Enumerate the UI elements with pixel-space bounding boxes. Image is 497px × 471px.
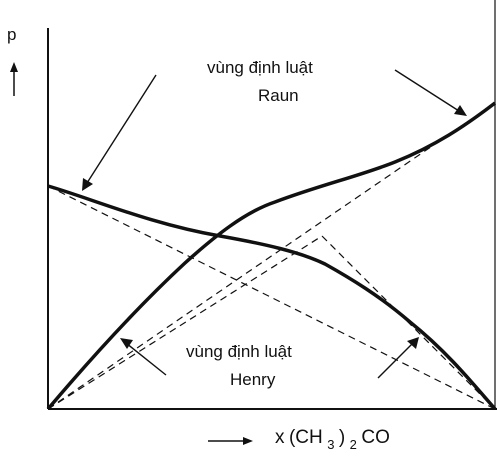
x-axis-label: x (CH 3 ) 2 CO: [275, 427, 390, 453]
raoult-region-label-line-1: vùng định luật: [207, 58, 313, 77]
x-axis-label-suffix: CO: [361, 427, 390, 448]
henry-region-label-line-1: vùng định luật: [186, 342, 292, 361]
y-axis-label: p: [7, 25, 16, 44]
henry-region-label-line-2: Henry: [230, 370, 276, 389]
raoult-region-label-line-2: Raun: [258, 86, 299, 105]
henry-arrow-right-shaft: [377, 342, 414, 379]
acetone-pressure-curve: [46, 101, 497, 411]
dashed-line-raoult-b: [47, 102, 496, 410]
x-axis-label-subscript-4: 2: [350, 437, 357, 452]
raoult-arrow-left-head: [82, 178, 93, 191]
x-axis-label-subscript-3: ): [339, 427, 345, 448]
henry-arrow-left-shaft: [125, 342, 167, 376]
x-axis-label-main: x: [275, 427, 285, 448]
x-axis-arrow-head: [243, 437, 253, 445]
x-axis-label-subscript-2: 3: [327, 437, 334, 452]
y-axis-arrow-head: [10, 62, 18, 72]
henry-arrow-left-head: [120, 338, 133, 349]
solvent-pressure-curve: [47, 184, 497, 411]
x-axis-label-subscript-1: (CH: [289, 427, 323, 448]
raoult-arrow-right-head: [454, 105, 467, 116]
raoult-arrow-right-shaft: [394, 69, 460, 112]
raoult-arrow-left-shaft: [86, 74, 157, 184]
dashed-line-henry-a: [47, 235, 323, 410]
henry-arrow-right-head: [407, 337, 419, 349]
